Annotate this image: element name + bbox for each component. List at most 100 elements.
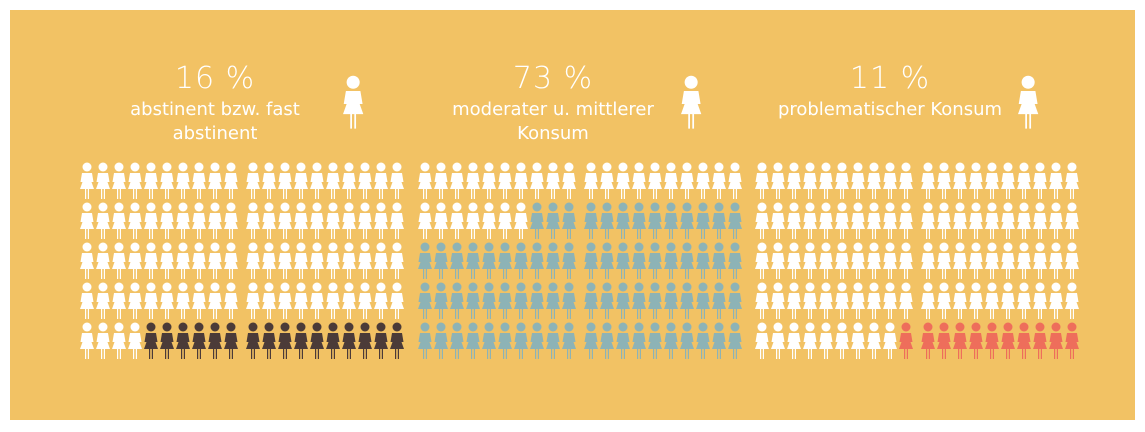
icon-body <box>1049 173 1063 199</box>
icon-body <box>1018 90 1039 129</box>
icon-head <box>821 202 831 212</box>
person-icon <box>562 322 576 359</box>
icon-head <box>666 282 676 292</box>
icon-head <box>420 202 430 212</box>
icon-body <box>278 173 292 199</box>
icon-head <box>532 322 542 332</box>
icon-body <box>144 213 158 239</box>
icon-head <box>178 322 188 332</box>
person-icon <box>803 242 817 279</box>
icon-head <box>955 162 965 172</box>
icon-body <box>819 253 833 279</box>
icon-body <box>680 253 694 279</box>
icon-body <box>680 293 694 319</box>
icon-body <box>712 173 726 199</box>
icon-head <box>98 282 108 292</box>
person-icon <box>664 242 678 279</box>
icon-head <box>516 282 526 292</box>
icon-body <box>450 173 464 199</box>
icon-head <box>532 162 542 172</box>
person-icon <box>921 242 935 279</box>
person-icon <box>755 162 769 199</box>
icon-body <box>294 213 308 239</box>
icon-head <box>773 202 783 212</box>
icon-head <box>162 162 172 172</box>
person-icon <box>1001 282 1015 319</box>
icon-body <box>953 333 967 359</box>
icon-head <box>468 322 478 332</box>
icon-body <box>374 253 388 279</box>
person-icon <box>374 202 388 239</box>
icon-body <box>616 213 630 239</box>
icon-head <box>923 322 933 332</box>
icon-body <box>969 253 983 279</box>
person-icon <box>358 202 372 239</box>
person-icon <box>1065 282 1079 319</box>
person-icon <box>176 162 190 199</box>
icon-head <box>789 322 799 332</box>
icon-head <box>789 242 799 252</box>
icon-head <box>82 322 92 332</box>
person-icon <box>1018 75 1039 129</box>
icon-body <box>632 213 646 239</box>
icon-head <box>757 162 767 172</box>
person-icon <box>374 242 388 279</box>
icon-body <box>160 173 174 199</box>
icon-body <box>985 253 999 279</box>
person-icon <box>530 322 544 359</box>
icon-body <box>224 293 238 319</box>
person-icon <box>294 322 308 359</box>
icon-body <box>1065 293 1079 319</box>
icon-head <box>1003 242 1013 252</box>
icon-head <box>344 202 354 212</box>
person-icon <box>851 162 865 199</box>
icon-body <box>803 333 817 359</box>
icon-body <box>192 293 206 319</box>
person-icon <box>985 242 999 279</box>
person-icon <box>80 202 94 239</box>
icon-head <box>468 282 478 292</box>
icon-body <box>696 333 710 359</box>
person-icon <box>803 322 817 359</box>
icon-body <box>755 293 769 319</box>
person-icon <box>546 242 560 279</box>
icon-body <box>1033 333 1047 359</box>
percent-label: 11 % <box>849 61 931 96</box>
icon-head <box>618 282 628 292</box>
icon-body <box>867 333 881 359</box>
person-icon <box>969 282 983 319</box>
icon-body <box>771 333 785 359</box>
icon-body <box>648 173 662 199</box>
icon-body <box>803 293 817 319</box>
icon-body <box>1049 253 1063 279</box>
icon-head <box>484 202 494 212</box>
icon-body <box>418 333 432 359</box>
icon-body <box>112 293 126 319</box>
icon-body <box>208 173 222 199</box>
icon-head <box>82 282 92 292</box>
person-icon <box>681 75 702 129</box>
person-icon <box>1033 242 1047 279</box>
person-icon <box>883 322 897 359</box>
person-icon <box>632 242 646 279</box>
person-icon <box>246 242 260 279</box>
person-icon <box>1017 202 1031 239</box>
icon-head <box>971 282 981 292</box>
person-icon <box>224 322 238 359</box>
person-icon <box>434 242 448 279</box>
person-icon <box>835 242 849 279</box>
icon-head <box>328 202 338 212</box>
icon-head <box>853 242 863 252</box>
icon-body <box>310 213 324 239</box>
icon-body <box>450 253 464 279</box>
icon-head <box>650 202 660 212</box>
icon-head <box>376 322 386 332</box>
icon-head <box>564 322 574 332</box>
icon-body <box>562 293 576 319</box>
person-icon <box>632 162 646 199</box>
icon-head <box>312 242 322 252</box>
person-icon <box>208 242 222 279</box>
icon-head <box>971 202 981 212</box>
pictogram-grid <box>755 162 1079 359</box>
icon-head <box>682 202 692 212</box>
